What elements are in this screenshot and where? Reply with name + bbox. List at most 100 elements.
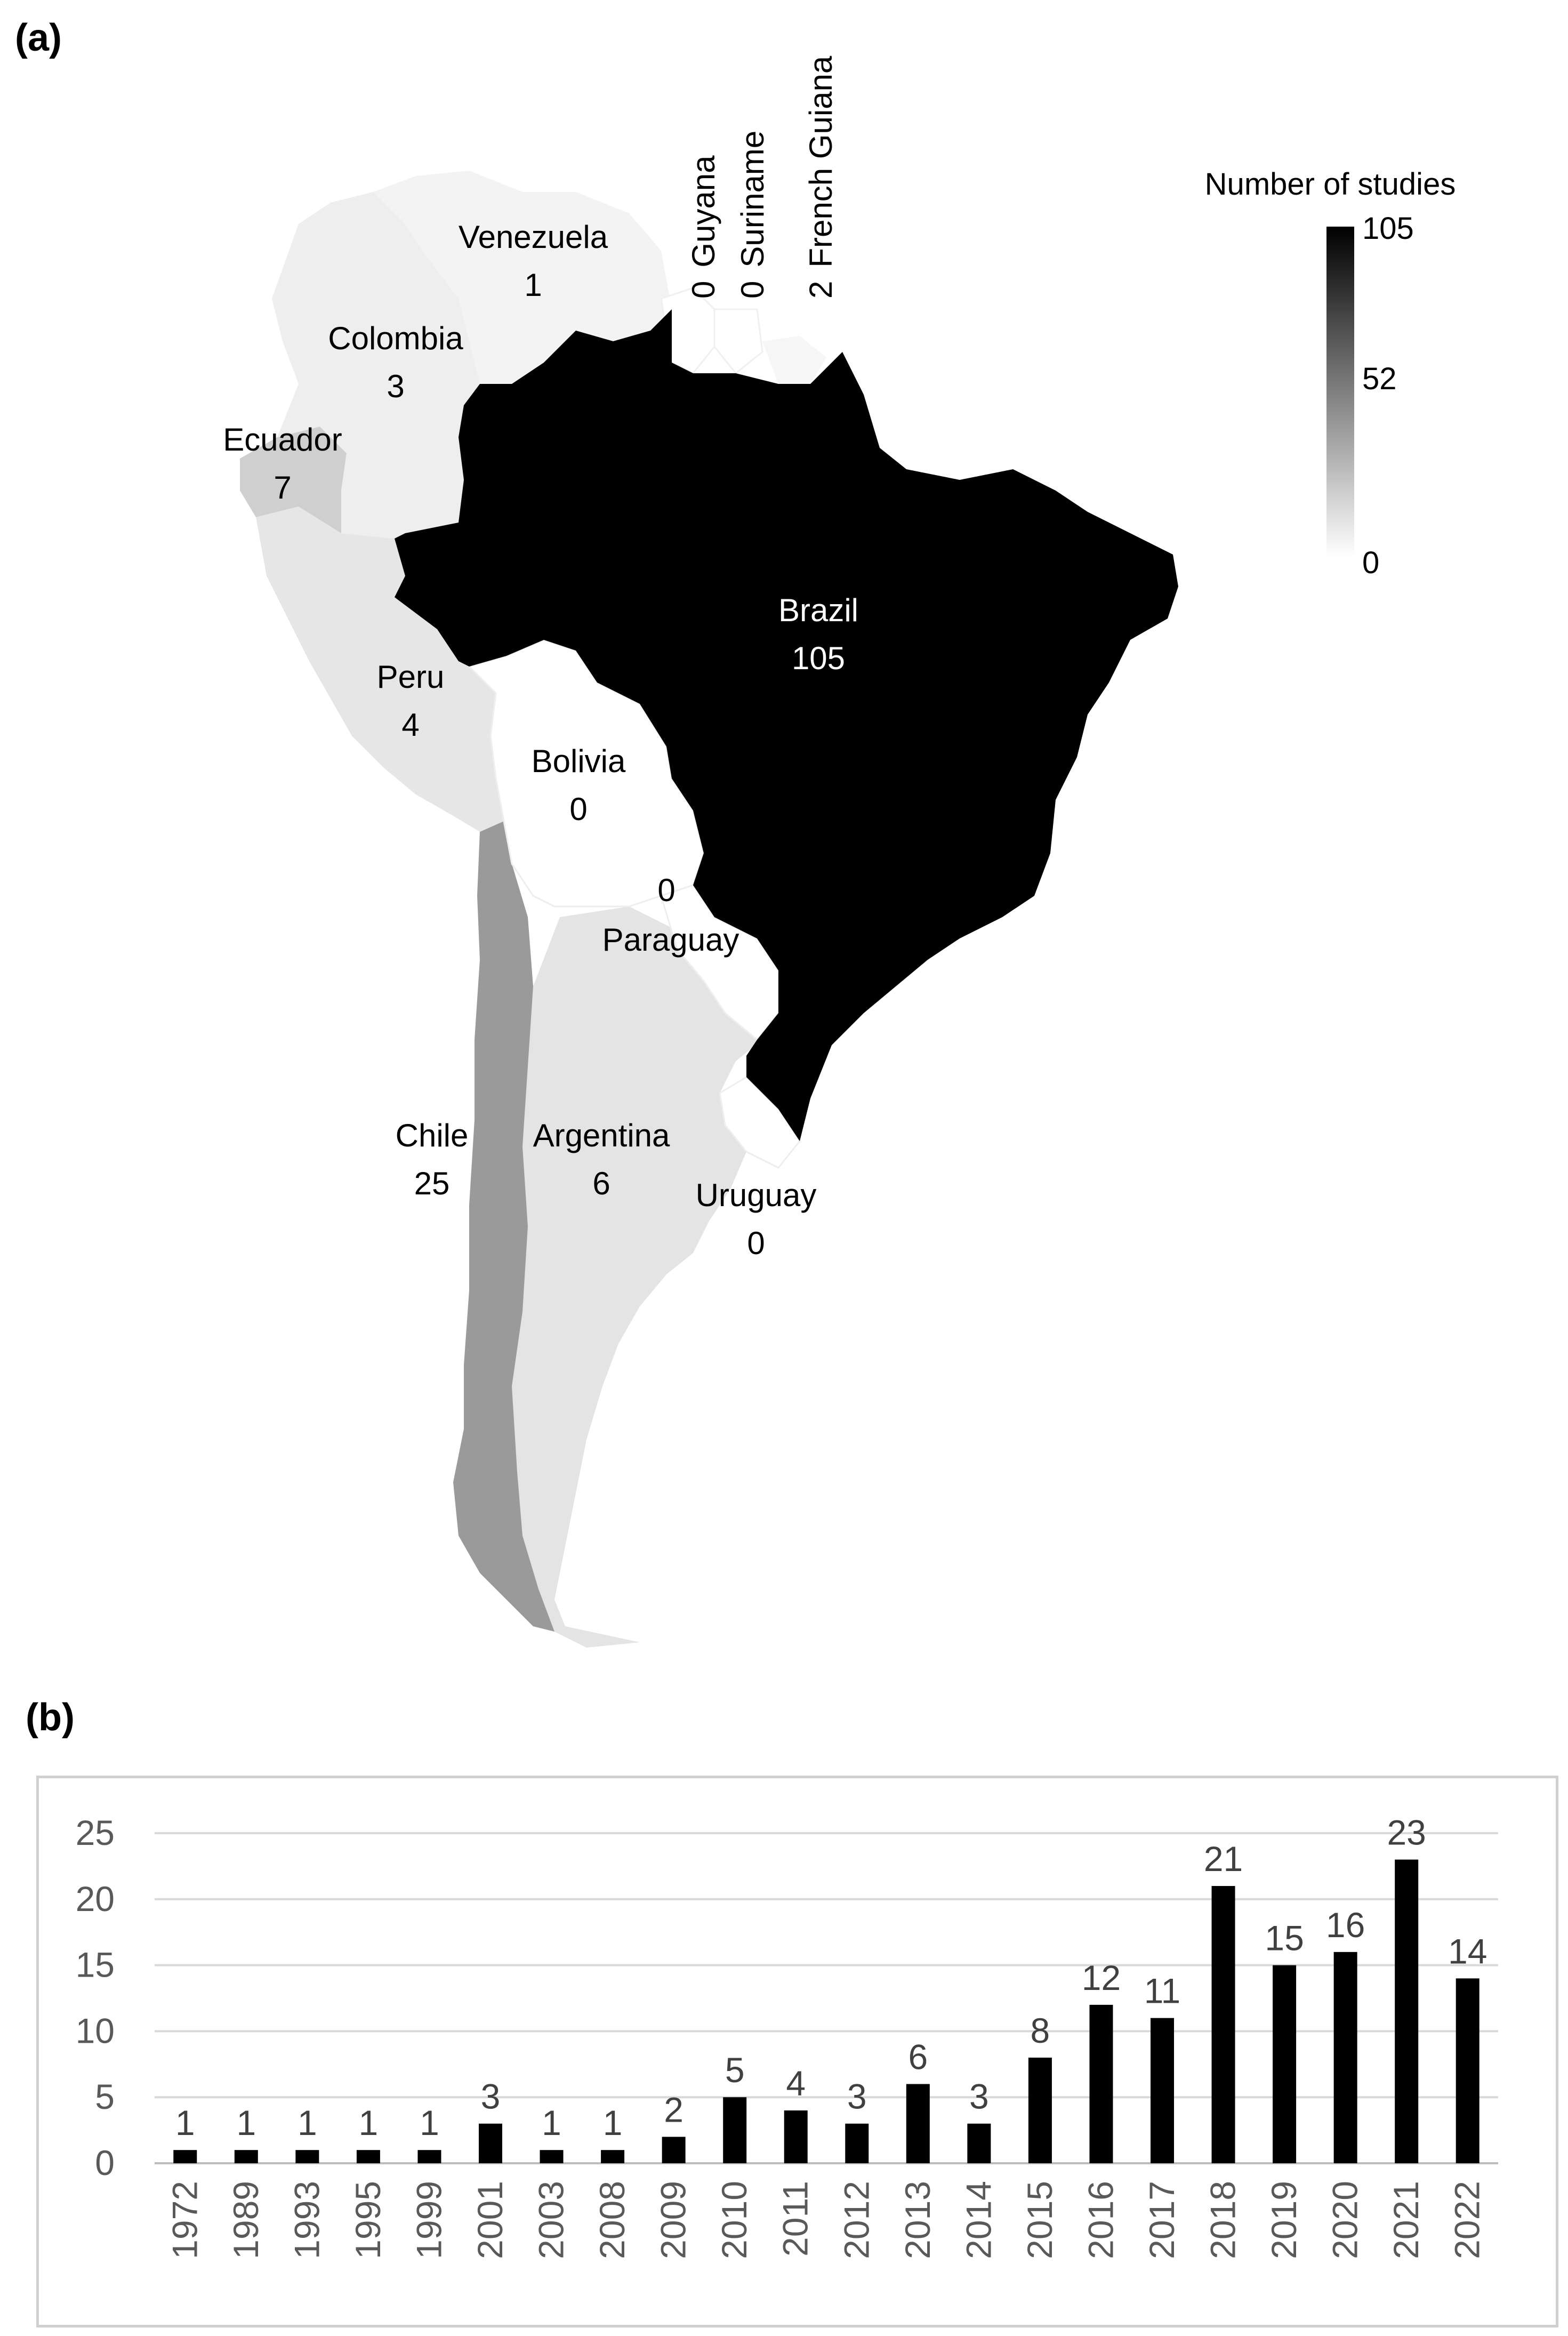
data-label-2008: 1 xyxy=(603,2103,623,2142)
label-brazil-value: 105 xyxy=(792,640,845,676)
label-bolivia-value: 0 xyxy=(569,791,587,827)
label-venezuela-name: Venezuela xyxy=(459,219,608,255)
x-tick-label-2019: 2019 xyxy=(1264,2181,1304,2259)
data-label-2022: 14 xyxy=(1448,1931,1487,1971)
panel-a-label: (a) xyxy=(15,17,62,59)
data-label-2009: 2 xyxy=(664,2090,684,2129)
label-french-guiana-value: 2 xyxy=(803,281,839,299)
x-tick-label-2020: 2020 xyxy=(1325,2181,1365,2259)
x-tick-label-2013: 2013 xyxy=(898,2181,937,2259)
bar-2003 xyxy=(540,2150,564,2163)
ecuador-region xyxy=(240,427,347,533)
data-label-1972: 1 xyxy=(175,2103,195,2142)
data-label-1999: 1 xyxy=(420,2103,439,2142)
data-label-2015: 8 xyxy=(1031,2011,1050,2050)
bar-2010 xyxy=(723,2097,747,2163)
label-ecuador-value: 7 xyxy=(274,470,291,505)
label-paraguay-value: 0 xyxy=(657,872,675,908)
colombia-region xyxy=(272,192,480,539)
label-uruguay-value: 0 xyxy=(747,1225,765,1261)
legend-tick-mid: 52 xyxy=(1362,362,1397,396)
data-label-2001: 3 xyxy=(481,2077,501,2116)
label-venezuela-value: 1 xyxy=(524,267,542,303)
bar-2017 xyxy=(1151,2018,1174,2163)
label-french-guiana: 2 French Guiana xyxy=(803,55,839,299)
chile-region xyxy=(453,821,554,1632)
bar-1972 xyxy=(173,2150,197,2163)
bar-2012 xyxy=(845,2123,869,2163)
xtick-layer: 1972 1989 1993 1995 1999 2001 2003 2008 2009 2010… xyxy=(165,2181,1486,2259)
x-tick-label-2016: 2016 xyxy=(1081,2181,1120,2259)
label-peru-value: 4 xyxy=(401,707,419,743)
x-tick-label-1995: 1995 xyxy=(348,2181,388,2259)
data-label-2018: 21 xyxy=(1204,1839,1243,1879)
data-label-2019: 15 xyxy=(1265,1918,1304,1958)
argentina-region xyxy=(512,906,768,1648)
bar-2021 xyxy=(1395,1859,1419,2163)
x-tick-label-1989: 1989 xyxy=(226,2181,266,2259)
data-label-2014: 3 xyxy=(969,2077,989,2116)
label-peru-name: Peru xyxy=(377,659,445,695)
bar-1995 xyxy=(356,2150,380,2163)
x-tick-label-1972: 1972 xyxy=(165,2181,204,2259)
bar-2001 xyxy=(479,2123,502,2163)
label-argentina-value: 6 xyxy=(592,1166,610,1201)
bar-1993 xyxy=(295,2150,319,2163)
label-guyana: 0 Guyana xyxy=(686,155,721,299)
x-tick-label-2017: 2017 xyxy=(1142,2181,1181,2259)
bar-2009 xyxy=(662,2137,686,2163)
bar-2020 xyxy=(1333,1952,1357,2163)
label-brazil-name: Brazil xyxy=(778,592,858,628)
x-tick-label-2022: 2022 xyxy=(1448,2181,1487,2259)
label-paraguay-name: Paraguay xyxy=(602,922,739,958)
x-tick-label-2015: 2015 xyxy=(1020,2181,1059,2259)
data-label-2011: 4 xyxy=(786,2064,806,2103)
data-label-2016: 12 xyxy=(1082,1958,1121,1997)
peru-region xyxy=(256,507,504,832)
label-suriname-value: 0 xyxy=(735,281,770,299)
data-label-2020: 16 xyxy=(1326,1905,1365,1945)
data-label-1993: 1 xyxy=(297,2103,317,2142)
legend-tick-min: 0 xyxy=(1362,545,1379,580)
bar-2022 xyxy=(1456,1978,1479,2163)
bar-layer xyxy=(173,1859,1479,2163)
south-america-map xyxy=(240,171,1178,1648)
bar-chart-frame xyxy=(36,1776,1558,2327)
label-chile-value: 25 xyxy=(414,1166,450,1201)
bar-1999 xyxy=(417,2150,441,2163)
y-tick-label: 0 xyxy=(95,2143,115,2182)
x-tick-label-2010: 2010 xyxy=(714,2181,754,2259)
brazil-region xyxy=(395,309,1178,1141)
legend-title: Number of studies xyxy=(1205,167,1456,202)
y-tick-label: 25 xyxy=(76,1813,115,1852)
x-tick-label-2012: 2012 xyxy=(837,2181,876,2259)
x-tick-label-2001: 2001 xyxy=(470,2181,510,2259)
x-tick-label-2003: 2003 xyxy=(532,2181,571,2259)
y-tick-label: 20 xyxy=(76,1879,115,1918)
x-tick-label-1993: 1993 xyxy=(287,2181,326,2259)
bar-2019 xyxy=(1273,1965,1297,2163)
french-guiana-region xyxy=(762,336,826,384)
bar-1989 xyxy=(234,2150,258,2163)
label-bolivia-name: Bolivia xyxy=(532,743,626,779)
bar-2016 xyxy=(1089,2004,1113,2163)
x-tick-label-2014: 2014 xyxy=(959,2181,998,2259)
data-label-1995: 1 xyxy=(359,2103,379,2142)
grid-layer xyxy=(155,1832,1498,2164)
label-ecuador-name: Ecuador xyxy=(223,422,342,457)
x-tick-label-2021: 2021 xyxy=(1386,2181,1426,2259)
bar-2011 xyxy=(784,2110,808,2163)
data-label-2017: 11 xyxy=(1144,1971,1181,2011)
panel-b-label: (b) xyxy=(26,1696,75,1739)
data-label-2021: 23 xyxy=(1387,1813,1426,1852)
venezuela-region xyxy=(373,171,672,384)
x-tick-label-2008: 2008 xyxy=(592,2181,632,2259)
bar-2015 xyxy=(1028,2057,1052,2163)
data-label-2013: 6 xyxy=(908,2037,928,2076)
legend-colorbar xyxy=(1326,227,1354,557)
label-argentina-name: Argentina xyxy=(533,1118,670,1153)
ytick-layer: 0 5 10 15 20 25 xyxy=(76,1813,115,2182)
x-tick-label-1999: 1999 xyxy=(409,2181,448,2259)
